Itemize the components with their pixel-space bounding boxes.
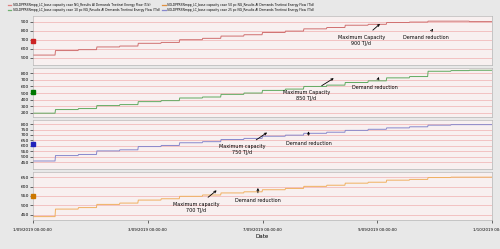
Text: Demand reduction: Demand reduction [235,189,281,203]
Text: Maximum Capacity
850 TJ/d: Maximum Capacity 850 TJ/d [282,79,333,101]
Text: Maximum capacity
750 TJ/d: Maximum capacity 750 TJ/d [218,133,266,155]
Text: Maximum capacity
700 TJ/d: Maximum capacity 700 TJ/d [172,191,219,213]
Text: Demand reduction: Demand reduction [286,132,332,146]
Legend: SOLDPPRSNmpp_LC_base capacity case NG_Results Al Demands Tnetinai Energy Flow (T: SOLDPPRSNmpp_LC_base capacity case NG_Re… [6,1,315,13]
Text: Demand reduction: Demand reduction [352,78,398,90]
Text: Demand reduction: Demand reduction [403,30,448,40]
X-axis label: Date: Date [256,234,269,239]
Text: Maximum Capacity
900 TJ/d: Maximum Capacity 900 TJ/d [338,24,385,46]
